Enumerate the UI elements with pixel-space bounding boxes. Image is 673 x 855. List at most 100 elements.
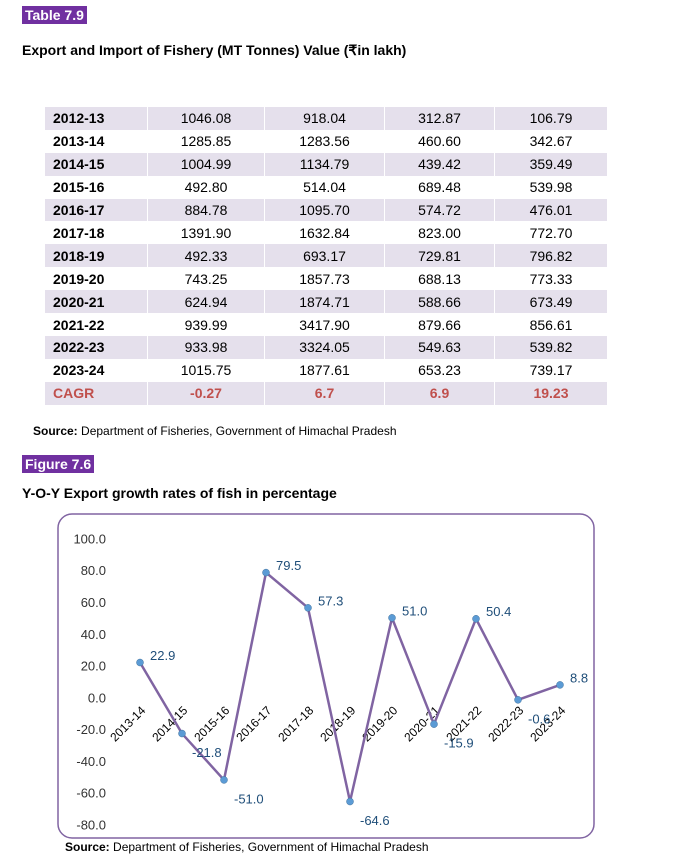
table-cell: 2020-21 <box>45 290 148 314</box>
source-label: Source: <box>33 424 78 438</box>
table-cell: -0.27 <box>148 381 265 405</box>
table-cell: 693.17 <box>265 244 385 268</box>
data-label: -51.0 <box>234 791 264 806</box>
table-cell: 359.49 <box>495 152 608 176</box>
table-cell: 884.78 <box>148 198 265 222</box>
table-cell: 2016-17 <box>45 198 148 222</box>
y-tick-label: 20.0 <box>81 659 106 674</box>
table-cell: 2023-24 <box>45 358 148 382</box>
table-cell: 743.25 <box>148 267 265 291</box>
data-label: -21.8 <box>192 745 222 760</box>
table-cell: 2012-13 <box>45 107 148 130</box>
table-cell: 492.80 <box>148 175 265 199</box>
table-cell: 3324.05 <box>265 336 385 359</box>
y-tick-label: -20.0 <box>76 722 106 737</box>
table-cell: Import <box>385 77 495 101</box>
y-tick-label: 0.0 <box>88 690 106 705</box>
table-cell: 342.67 <box>495 129 608 153</box>
x-tick-label: 2018-19 <box>317 703 358 744</box>
source-text: Department of Fisheries, Government of H… <box>81 424 397 438</box>
table-cell: 1283.56 <box>265 129 385 153</box>
table-cell: 823.00 <box>385 221 495 245</box>
table-cell: 106.79 <box>495 107 608 130</box>
table-cell: 19.23 <box>495 381 608 405</box>
marker <box>178 729 186 738</box>
x-tick-label: 2013-14 <box>107 703 148 744</box>
marker <box>304 604 312 612</box>
data-label: 57.3 <box>318 593 343 608</box>
y-tick-label: -40.0 <box>76 754 106 769</box>
data-label: 51.0 <box>402 603 427 618</box>
table-cell: 1046.08 <box>148 107 265 130</box>
data-label: 79.5 <box>276 558 301 573</box>
table-cell: Value <box>495 77 608 101</box>
table-cell: 673.49 <box>495 290 608 314</box>
table-cell: 1095.70 <box>265 198 385 222</box>
table-cell: 1004.99 <box>148 152 265 176</box>
table-cell: 6.9 <box>385 381 495 405</box>
table-cell: 689.48 <box>385 175 495 199</box>
table-cell: 796.82 <box>495 244 608 268</box>
table-cell: 939.99 <box>148 313 265 336</box>
data-label: 50.4 <box>486 604 511 619</box>
y-tick-label: 40.0 <box>81 627 106 642</box>
table: Year Export Value Import Value 2012-13 1046.08… <box>45 77 608 417</box>
table-cell: Export <box>148 77 265 101</box>
table-cell: 6.7 <box>265 381 385 405</box>
table-cell: 2019-20 <box>45 267 148 291</box>
marker <box>556 681 564 689</box>
table-cell: 1857.73 <box>265 267 385 291</box>
table-source: Source: Department of Fisheries, Governm… <box>33 424 397 438</box>
marker <box>262 568 270 577</box>
table-cell: 1285.85 <box>148 129 265 153</box>
table-title: Export and Import of Fishery (MT Tonnes)… <box>22 42 407 58</box>
table-cell: 2018-19 <box>45 244 148 268</box>
x-tick-label: 2014-15 <box>149 703 190 744</box>
y-tick-label: -60.0 <box>76 786 106 801</box>
table-cell: CAGR <box>45 381 148 405</box>
figure-source: Source: Department of Fisheries, Governm… <box>65 840 429 854</box>
data-label: -0.6 <box>528 711 550 726</box>
table-cell: 588.66 <box>385 290 495 314</box>
table-cell: 492.33 <box>148 244 265 268</box>
table-cell: Year <box>45 77 148 101</box>
table-cell: 476.01 <box>495 198 608 222</box>
data-label: -64.6 <box>360 813 390 828</box>
table-cell: 1874.71 <box>265 290 385 314</box>
table-cell: 1015.75 <box>148 358 265 382</box>
data-label: 8.8 <box>570 670 588 685</box>
source-text: Department of Fisheries, Government of H… <box>113 840 429 854</box>
table-cell: 460.60 <box>385 129 495 153</box>
table-cell: 539.82 <box>495 336 608 359</box>
table-cell: 653.23 <box>385 358 495 382</box>
table-cell: 772.70 <box>495 221 608 245</box>
table-cell: 2017-18 <box>45 221 148 245</box>
table-cell: 312.87 <box>385 107 495 130</box>
marker <box>472 615 480 623</box>
table-cell: 539.98 <box>495 175 608 199</box>
table-cell: 1134.79 <box>265 152 385 176</box>
table-cell: 439.42 <box>385 152 495 176</box>
table-cell: 688.13 <box>385 267 495 291</box>
y-tick-label: 100.0 <box>73 531 106 546</box>
table-cell: 2021-22 <box>45 313 148 336</box>
x-tick-label: 2022-23 <box>485 703 526 744</box>
x-tick-label: 2015-16 <box>191 703 232 744</box>
table-cell: 856.61 <box>495 313 608 336</box>
table-cell: 3417.90 <box>265 313 385 336</box>
table-cell: 624.94 <box>148 290 265 314</box>
table-cell: 514.04 <box>265 175 385 199</box>
table-cell: 729.81 <box>385 244 495 268</box>
figure-label: Figure 7.6 <box>22 455 95 473</box>
table-cell: 574.72 <box>385 198 495 222</box>
marker <box>220 776 228 784</box>
table-cell: 879.66 <box>385 313 495 336</box>
table-cell: 1391.90 <box>148 221 265 245</box>
table-cell: 1877.61 <box>265 358 385 382</box>
y-tick-label: -80.0 <box>76 817 106 832</box>
x-tick-label: 2017-18 <box>275 703 316 744</box>
marker <box>136 658 144 667</box>
table-cell: 2015-16 <box>45 175 148 199</box>
